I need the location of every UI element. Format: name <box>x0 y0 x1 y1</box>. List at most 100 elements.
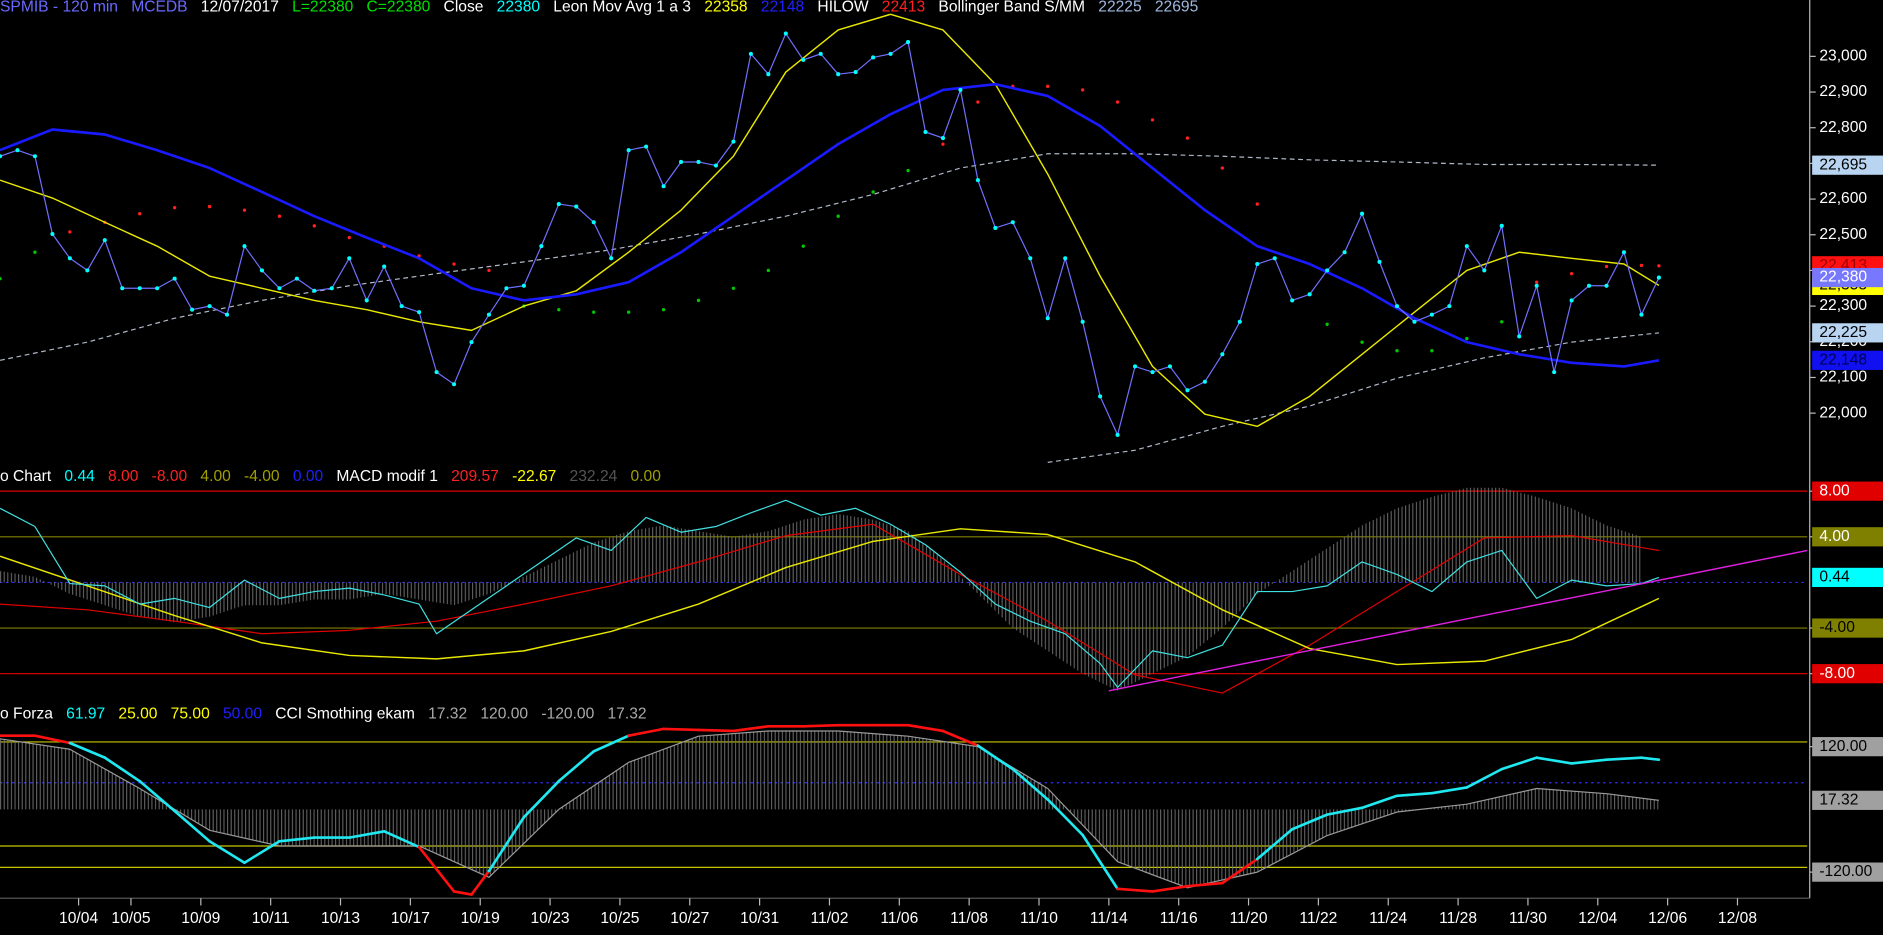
data-point <box>1342 250 1347 255</box>
x-tick-label: 10/09 <box>181 910 220 927</box>
data-point <box>557 307 561 312</box>
data-point <box>32 154 37 159</box>
data-point <box>1377 259 1382 264</box>
legend-text: -22.67 <box>512 468 556 485</box>
series-segment <box>1255 827 1294 861</box>
panel <box>0 723 1808 896</box>
data-point <box>1430 349 1434 353</box>
data-point <box>941 142 945 146</box>
legend-text: C=22380 <box>367 0 431 15</box>
x-tick-label: 10/19 <box>461 910 500 927</box>
series-segment <box>417 845 456 893</box>
data-point <box>1639 312 1644 317</box>
y-tick-label: 22,100 <box>1819 369 1867 386</box>
data-point <box>1255 202 1259 206</box>
price-tag <box>1812 567 1883 588</box>
x-tick-label: 11/10 <box>1020 910 1058 927</box>
legend-text: 50.00 <box>223 706 262 723</box>
data-point <box>976 100 980 104</box>
x-tick-label: 11/22 <box>1299 910 1337 927</box>
series-segment <box>1395 791 1434 798</box>
series-segment <box>103 756 142 783</box>
y-tick-label: 22,900 <box>1819 83 1867 100</box>
data-point <box>504 286 509 291</box>
data-point <box>1045 316 1050 321</box>
legend-text: 17.32 <box>428 706 467 723</box>
data-point <box>871 190 875 194</box>
data-point <box>33 250 37 254</box>
data-point <box>836 214 840 218</box>
price-tag-label: 22,148 <box>1819 351 1867 368</box>
data-point <box>1621 250 1627 255</box>
y-tick-tag <box>1812 618 1883 638</box>
data-point <box>137 286 142 291</box>
y-tick-label: -4.00 <box>1819 619 1855 636</box>
data-point <box>155 286 160 291</box>
legend-text: Leon Mov Avg 1 a 3 <box>553 0 691 15</box>
series-segment <box>1535 756 1573 765</box>
data-point <box>748 51 753 56</box>
series-segment <box>1640 756 1661 762</box>
data-point <box>1447 304 1452 309</box>
series-segment <box>1465 767 1504 789</box>
series-line <box>0 523 1660 694</box>
data-point <box>1046 84 1050 89</box>
data-point <box>1115 100 1120 104</box>
y-tick-label: 23,000 <box>1819 47 1867 64</box>
data-point <box>1080 88 1085 92</box>
x-tick-label: 11/02 <box>811 910 849 927</box>
series-line <box>0 528 1660 666</box>
data-point <box>766 72 771 77</box>
x-tick-label: 12/04 <box>1578 910 1617 927</box>
data-point <box>731 286 736 290</box>
data-point <box>1534 283 1539 288</box>
data-point <box>1150 118 1155 122</box>
series-segment <box>1186 881 1224 888</box>
data-point <box>1500 320 1504 324</box>
price-tag <box>1812 350 1883 370</box>
x-tick-label: 10/25 <box>600 910 639 927</box>
data-point <box>487 268 491 273</box>
data-point <box>574 204 579 209</box>
data-point <box>1185 388 1190 393</box>
data-point <box>102 238 107 243</box>
data-point <box>382 264 387 269</box>
data-point <box>836 72 841 77</box>
data-point <box>347 256 352 261</box>
data-point <box>1482 268 1487 273</box>
series-segment <box>1221 857 1259 885</box>
series-segment <box>243 839 281 865</box>
data-point <box>1133 364 1138 369</box>
price-tag-label: 22,225 <box>1819 324 1867 341</box>
x-tick-label: 10/04 <box>59 910 98 927</box>
x-tick-label: 10/23 <box>531 910 570 927</box>
series-segment <box>68 741 107 759</box>
data-point <box>1220 352 1225 357</box>
series-segment <box>976 744 1015 771</box>
data-point <box>85 268 90 273</box>
data-point <box>1552 370 1557 375</box>
data-point <box>224 312 230 317</box>
legend-text: 22695 <box>1155 0 1199 15</box>
legend-text: o Chart <box>0 468 52 485</box>
price-tag-label: 17.32 <box>1819 791 1858 808</box>
x-tick-label: 10/05 <box>111 910 150 927</box>
series-line <box>0 82 1660 368</box>
legend-text: Bollinger Band S/MM <box>938 0 1085 15</box>
data-point <box>138 212 142 216</box>
legend-text: MACD modif 1 <box>336 468 437 485</box>
data-point <box>975 178 980 183</box>
x-tick-label: 11/06 <box>880 910 918 927</box>
data-point <box>818 51 823 56</box>
panel <box>0 487 1808 694</box>
series-line <box>1047 332 1659 463</box>
legend-text: L=22380 <box>292 0 354 15</box>
series-line <box>0 499 1660 688</box>
data-point <box>1237 319 1242 324</box>
x-tick-label: 11/14 <box>1090 910 1128 927</box>
series-segment <box>1011 767 1050 801</box>
data-point <box>259 268 264 273</box>
series-segment <box>522 779 561 819</box>
legend-text: Close <box>444 0 484 15</box>
legend-text: 22225 <box>1098 0 1142 15</box>
